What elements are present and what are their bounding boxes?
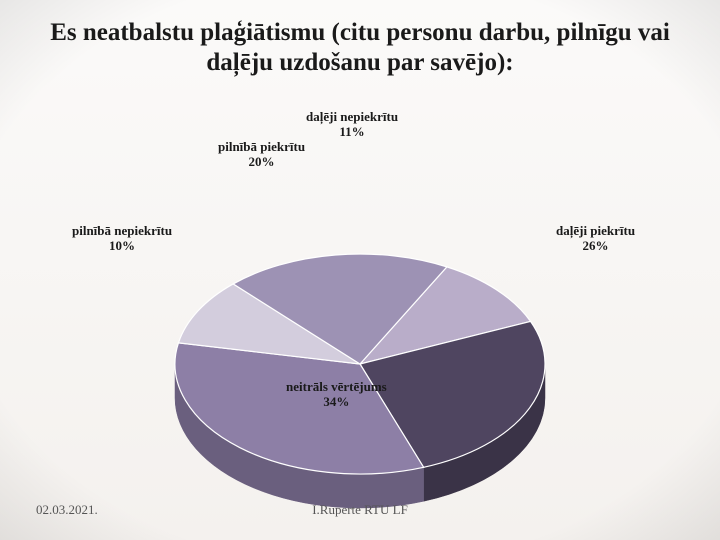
label-daleji-piekritu: daļēji piekrītu 26% xyxy=(556,224,635,254)
slide: Es neatbalstu plaģiātismu (citu personu … xyxy=(0,0,720,540)
label-text: neitrāls vērtējums xyxy=(286,379,387,394)
footer-author: I.Ruperte RTU LF xyxy=(0,502,720,518)
label-pilniba-piekritu: pilnībā piekrītu 20% xyxy=(218,140,305,170)
label-text: daļēji piekrītu xyxy=(556,223,635,238)
label-pct: 20% xyxy=(249,154,275,169)
label-pct: 26% xyxy=(583,238,609,253)
label-pct: 10% xyxy=(109,238,135,253)
label-daleji-nepiekritu: daļēji nepiekrītu 11% xyxy=(306,110,398,140)
label-pct: 34% xyxy=(323,394,349,409)
label-neitrals: neitrāls vērtējums 34% xyxy=(286,380,387,410)
label-text: daļēji nepiekrītu xyxy=(306,109,398,124)
label-text: pilnībā nepiekrītu xyxy=(72,223,172,238)
pie-svg xyxy=(0,104,720,464)
label-pilniba-nepiekritu: pilnībā nepiekrītu 10% xyxy=(72,224,172,254)
label-text: pilnībā piekrītu xyxy=(218,139,305,154)
label-pct: 11% xyxy=(339,124,364,139)
pie-chart: daļēji nepiekrītu 11% pilnībā piekrītu 2… xyxy=(0,104,720,464)
slide-title: Es neatbalstu plaģiātismu (citu personu … xyxy=(30,18,690,78)
